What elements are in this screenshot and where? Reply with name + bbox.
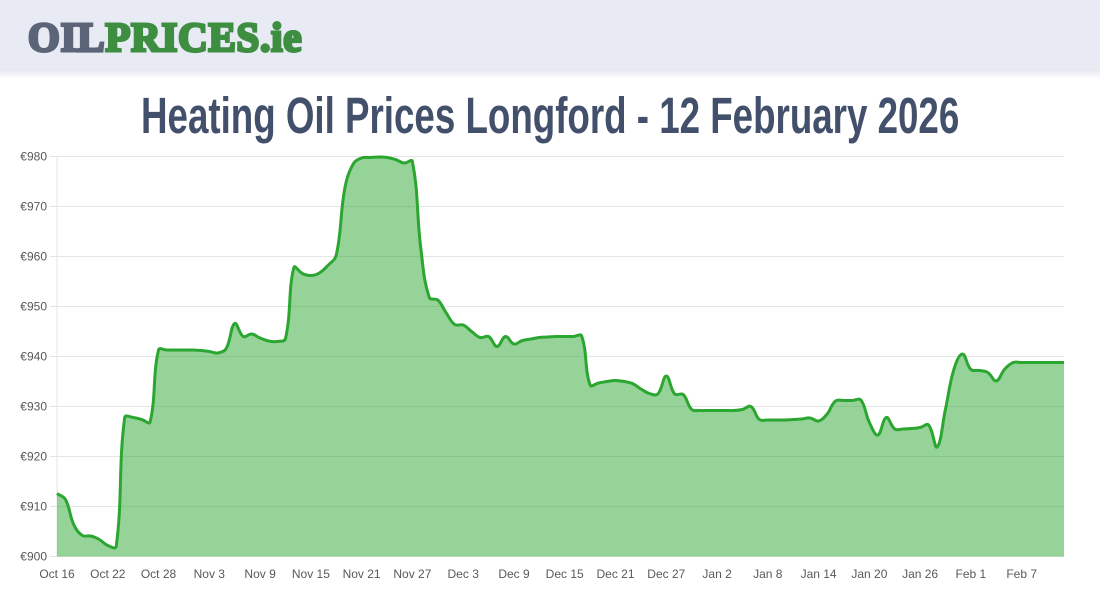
svg-text:Nov 9: Nov 9 bbox=[244, 567, 276, 581]
svg-text:Oct 22: Oct 22 bbox=[90, 567, 126, 581]
svg-text:€920: €920 bbox=[20, 450, 47, 464]
svg-text:Nov 21: Nov 21 bbox=[343, 567, 381, 581]
svg-text:€910: €910 bbox=[20, 500, 47, 514]
svg-text:€930: €930 bbox=[20, 400, 47, 414]
svg-text:Jan 14: Jan 14 bbox=[801, 567, 837, 581]
svg-text:€940: €940 bbox=[20, 350, 47, 364]
svg-text:Dec 15: Dec 15 bbox=[546, 567, 584, 581]
svg-text:Oct 16: Oct 16 bbox=[39, 567, 75, 581]
svg-text:Nov 27: Nov 27 bbox=[393, 567, 431, 581]
svg-text:Feb 7: Feb 7 bbox=[1006, 567, 1037, 581]
svg-text:€960: €960 bbox=[20, 250, 47, 264]
svg-text:€950: €950 bbox=[20, 300, 47, 314]
svg-text:Oct 28: Oct 28 bbox=[141, 567, 177, 581]
svg-text:Jan 2: Jan 2 bbox=[702, 567, 732, 581]
svg-text:€980: €980 bbox=[20, 150, 47, 164]
svg-text:Jan 8: Jan 8 bbox=[753, 567, 783, 581]
svg-text:Nov 3: Nov 3 bbox=[194, 567, 226, 581]
svg-text:Feb 1: Feb 1 bbox=[956, 567, 987, 581]
svg-text:Dec 3: Dec 3 bbox=[448, 567, 480, 581]
svg-text:€900: €900 bbox=[20, 550, 47, 564]
svg-text:Jan 26: Jan 26 bbox=[902, 567, 938, 581]
svg-text:Dec 27: Dec 27 bbox=[647, 567, 685, 581]
svg-text:€970: €970 bbox=[20, 200, 47, 214]
svg-text:Jan 20: Jan 20 bbox=[851, 567, 887, 581]
svg-text:Dec 9: Dec 9 bbox=[498, 567, 530, 581]
svg-text:Dec 21: Dec 21 bbox=[596, 567, 634, 581]
svg-text:Nov 15: Nov 15 bbox=[292, 567, 330, 581]
